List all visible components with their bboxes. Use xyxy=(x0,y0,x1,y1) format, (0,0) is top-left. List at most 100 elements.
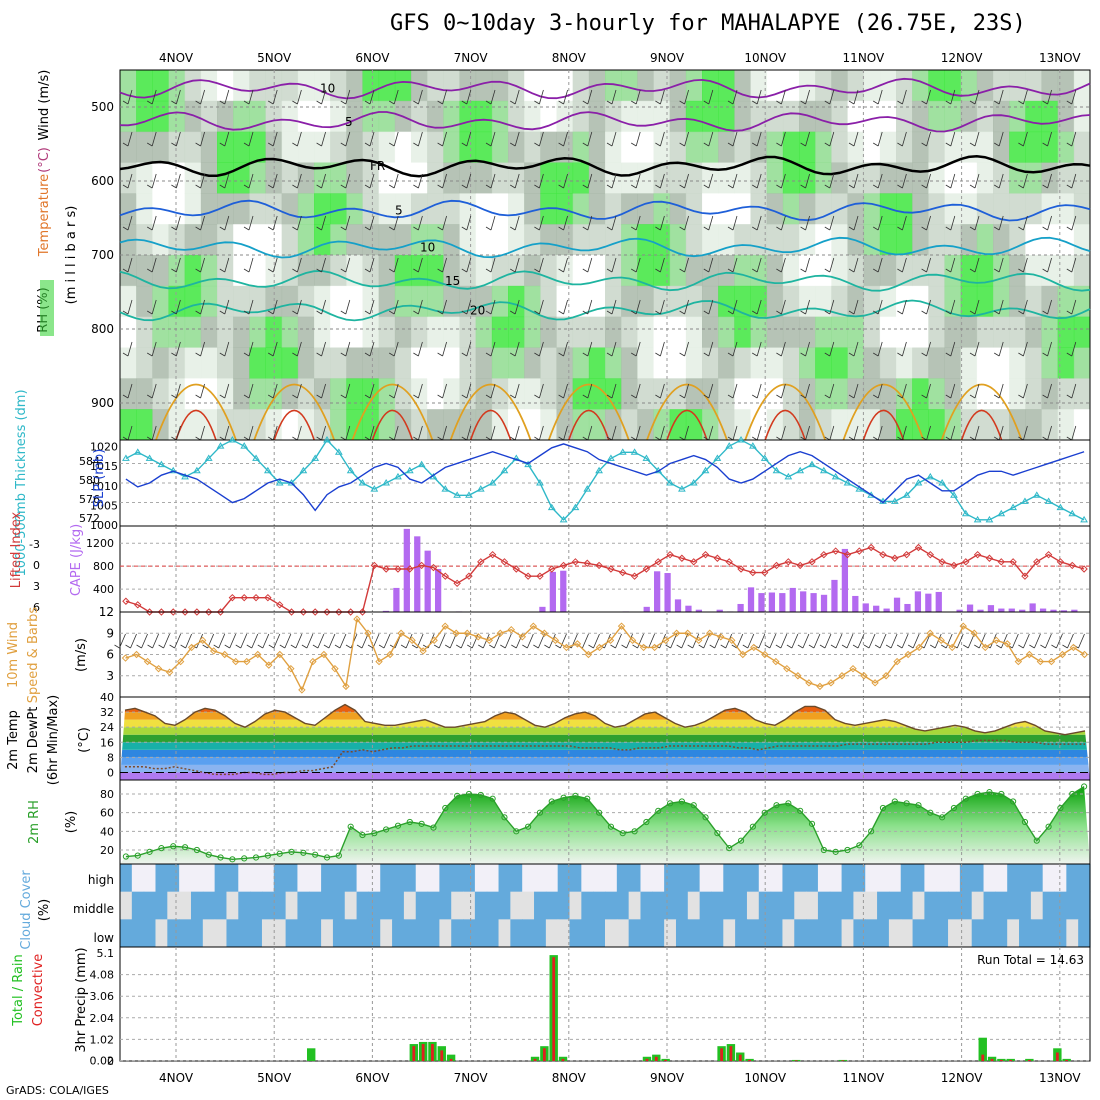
upper-wind-barb xyxy=(413,257,423,273)
isotherm-line xyxy=(119,154,1091,178)
rh-series-point xyxy=(891,798,898,805)
lifted-index-series-point xyxy=(252,593,260,602)
isotherm-warm-line xyxy=(253,383,336,441)
rh-shade-cell xyxy=(281,131,299,163)
upper-wind-barb xyxy=(243,89,254,105)
cape-bar xyxy=(800,591,807,612)
lifted-index-series-point xyxy=(335,608,343,616)
rh-shade-cell xyxy=(718,193,735,225)
upper-wind-barb xyxy=(437,257,447,273)
rh-shade-cell xyxy=(152,378,169,410)
wind-speed-series-point xyxy=(551,636,560,645)
rh-shade-cell xyxy=(346,285,363,318)
wind-speed-series-line xyxy=(125,617,1085,692)
rh-shade-cell xyxy=(863,100,881,133)
rh-tick-label: 20 xyxy=(100,844,114,857)
upper-wind-barb xyxy=(316,341,326,357)
upper-wind-barb xyxy=(921,257,931,273)
temp-band xyxy=(120,742,1090,750)
rh-shade-cell xyxy=(815,193,832,225)
upper-wind-barb xyxy=(509,131,520,147)
rh-shade-cell xyxy=(475,70,493,102)
thickness-series-point xyxy=(500,466,509,474)
rh-shade-cell xyxy=(200,378,218,410)
wind-speed-series-point xyxy=(772,657,780,666)
lifted-index-series-point xyxy=(690,558,698,566)
cloud-cell xyxy=(557,864,571,893)
wind-speed-series-point xyxy=(562,643,571,652)
isotherm-warm-line xyxy=(940,383,1023,441)
rh-shade-cell xyxy=(685,409,703,441)
upper-wind-barb xyxy=(558,89,568,105)
rh-shade-cell xyxy=(653,100,671,133)
rh-shade-cell xyxy=(782,162,800,194)
wind-speed-series-point xyxy=(706,629,714,637)
surface-wind-barb xyxy=(456,633,468,649)
thickness-series-point xyxy=(1009,503,1017,511)
upper-wind-barb xyxy=(800,383,810,399)
rh-series-point xyxy=(170,843,177,850)
rh-series-point xyxy=(312,851,319,858)
cape-tick-label: 400 xyxy=(93,583,114,596)
upper-wind-barb xyxy=(630,131,641,147)
thickness-series-point xyxy=(914,479,923,486)
rh-shade-cell xyxy=(1073,100,1091,133)
wind-speed-series-point xyxy=(518,633,527,641)
lifted-index-series-point xyxy=(760,568,769,577)
wind-speed-series-point xyxy=(882,672,890,680)
cloud-cell xyxy=(865,891,878,920)
upper-wind-barb xyxy=(582,383,593,399)
rh-shade-cell xyxy=(847,131,865,163)
cape-bar xyxy=(831,579,838,612)
upper-wind-barb xyxy=(969,299,980,315)
cape-bar xyxy=(758,593,765,612)
rh-shade-cell xyxy=(572,409,590,441)
rh-shade-cell xyxy=(944,193,962,225)
rh-shade-cell xyxy=(928,285,945,318)
thickness-series-point xyxy=(961,509,970,517)
wind-speed-series-point xyxy=(287,664,295,673)
upper-wind-barb xyxy=(824,89,835,105)
rh-shade-cell xyxy=(330,347,347,379)
lifted-index-series-point xyxy=(855,547,864,555)
precip-convective-bar xyxy=(748,1059,751,1061)
rh-shade-cell xyxy=(766,255,784,287)
upper-wind-barb xyxy=(921,89,931,105)
cloud-cell xyxy=(924,864,937,893)
thickness-series-point xyxy=(193,466,201,474)
rh-shade-cell xyxy=(330,224,347,256)
rh-shade-cell xyxy=(491,224,509,256)
rh-shade-cell xyxy=(960,162,978,194)
rh-shade-cell xyxy=(572,378,590,410)
rh-shade-cell xyxy=(912,193,929,225)
thickness-series-point xyxy=(417,460,426,468)
upper-wind-barb xyxy=(485,341,496,357)
thickness-series-point xyxy=(512,454,521,461)
upper-wind-barb xyxy=(437,173,447,189)
rh-shade-cell xyxy=(685,100,703,133)
rh-shade-cell xyxy=(637,409,654,441)
rh-shade-cell xyxy=(944,100,962,133)
rh-shade-cell xyxy=(378,193,396,225)
cloud-cell xyxy=(628,864,642,893)
upper-wind-barb xyxy=(485,383,496,399)
cloud-cell xyxy=(569,891,582,920)
rh-shade-cell xyxy=(1025,316,1042,348)
rh-shade-cell xyxy=(184,409,202,441)
lifted-index-series-point xyxy=(548,565,556,573)
top-date-label: 12NOV xyxy=(941,51,983,65)
rh-shade-cell xyxy=(314,193,331,225)
top-date-label: 13NOV xyxy=(1039,51,1081,65)
rh-shade-cell xyxy=(233,378,250,410)
rh-shade-cell xyxy=(136,409,153,441)
wind-speed-series-point xyxy=(739,650,747,659)
lifted-index-series-point xyxy=(737,565,745,573)
rh-series-point xyxy=(1080,783,1088,790)
isotherm-line xyxy=(119,77,1091,100)
rh-shade-cell xyxy=(297,255,315,287)
surface-wind-barb xyxy=(345,633,358,649)
wind-speed-series-point xyxy=(452,629,460,637)
isotherm-hot-line xyxy=(469,409,512,441)
rh-series-point xyxy=(939,814,946,821)
rh-shade-cell xyxy=(960,255,978,287)
